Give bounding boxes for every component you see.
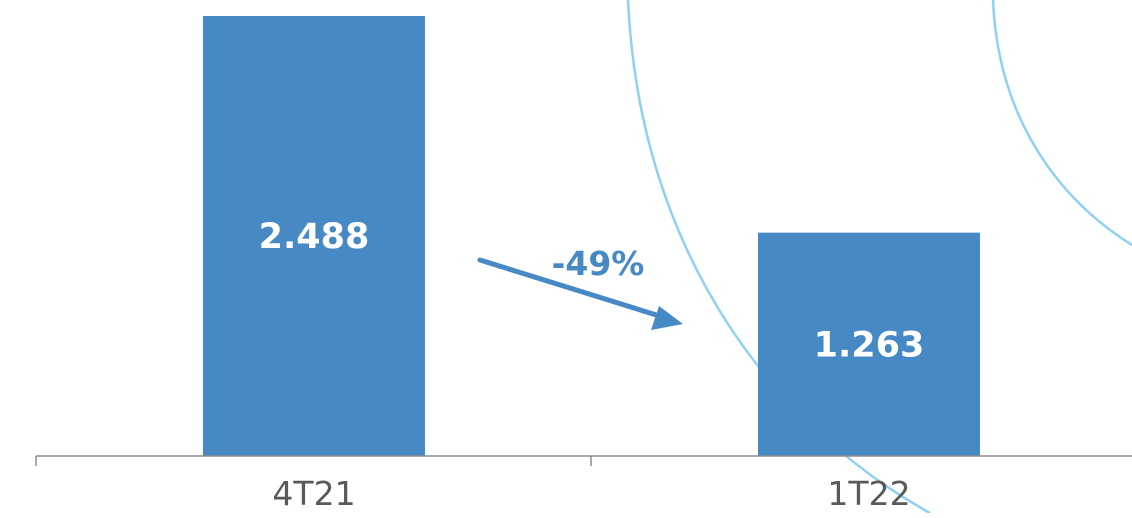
x-axis: [35, 455, 1132, 466]
change-arrow-head-icon: [651, 306, 683, 330]
change-percent-label: -49%: [552, 244, 645, 283]
change-annotation: -49%: [477, 244, 683, 330]
bars-group: 2.488 1.263: [203, 16, 980, 456]
change-arrow-shaft: [477, 257, 669, 321]
decorative-curve-left: [626, 0, 931, 515]
x-tick-label: 1T22: [827, 474, 910, 513]
x-tick-labels: 4T21 1T22: [272, 474, 910, 513]
bar-1T22: [758, 232, 980, 456]
bar-value-label: 2.488: [259, 217, 370, 257]
bar-value-label: 1.263: [814, 325, 925, 365]
decorative-curve-right: [991, 0, 1132, 247]
x-tick-label: 4T21: [272, 474, 355, 513]
bar-4T21: [203, 16, 425, 456]
decorative-curves: [626, 0, 1132, 515]
